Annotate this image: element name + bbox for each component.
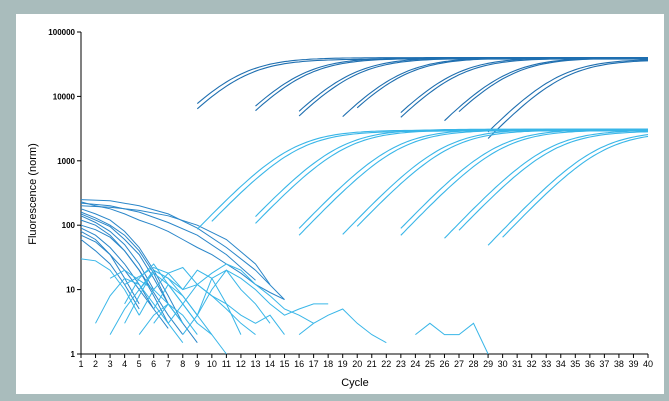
amplification-curve <box>487 60 649 139</box>
x-tick-label: 32 <box>527 359 537 369</box>
y-tick-label: 100000 <box>48 28 75 37</box>
x-tick-label: 2 <box>93 359 98 369</box>
x-tick-label: 33 <box>541 359 551 369</box>
y-tick-label: 1000 <box>57 157 75 166</box>
amplification-curve <box>458 57 648 113</box>
x-tick-label: 26 <box>439 359 449 369</box>
x-tick-label: 24 <box>410 359 420 369</box>
baseline-curve <box>415 322 489 355</box>
baseline-curve <box>80 202 256 281</box>
x-tick-label: 10 <box>207 359 217 369</box>
amplification-curve <box>298 128 648 229</box>
x-tick-label: 37 <box>599 359 609 369</box>
amplification-curve <box>342 57 648 118</box>
x-tick-label: 34 <box>556 359 566 369</box>
x-tick-label: 20 <box>352 359 362 369</box>
baseline-curve <box>138 303 184 335</box>
baseline-curve <box>80 258 140 316</box>
amplification-curve <box>356 57 648 109</box>
x-tick-label: 28 <box>469 359 479 369</box>
x-tick-label: 38 <box>614 359 624 369</box>
x-tick-label: 36 <box>585 359 595 369</box>
baseline-curve <box>124 263 227 355</box>
x-tick-label: 11 <box>222 359 231 369</box>
baseline-curve <box>182 269 329 335</box>
x-tick-label: 31 <box>512 359 522 369</box>
baseline-curve <box>124 266 285 335</box>
fluorescence-chart: 1 2 3 4 5 6 7 8 9 10 11 12 13 14 15 16 17 18 19 20 21 22 23 24 2… <box>27 28 653 389</box>
amplification-curve <box>400 129 648 236</box>
baseline-curve <box>80 208 184 324</box>
amplification-curve <box>342 128 648 235</box>
x-tick-label: 7 <box>166 359 171 369</box>
baseline-curve <box>153 303 198 335</box>
x-tick-label: 16 <box>294 359 304 369</box>
amplification-curve <box>458 131 649 231</box>
baseline-curve <box>80 205 271 285</box>
x-tick-label: 39 <box>628 359 638 369</box>
y-tick-label: 10 <box>66 286 75 295</box>
amplification-curve <box>487 134 649 246</box>
x-tick-label: 14 <box>265 359 275 369</box>
x-tick-label: 21 <box>367 359 377 369</box>
x-tick-label: 19 <box>338 359 348 369</box>
y-tick-label: 100 <box>62 221 76 230</box>
amplification-curve <box>487 59 649 133</box>
chart-frame: 1 2 3 4 5 6 7 8 9 10 11 12 13 14 15 16 17 18 19 20 21 22 23 24 2… <box>16 14 664 394</box>
x-tick-label: 12 <box>236 359 246 369</box>
amplification-curve <box>400 128 649 229</box>
x-tick-label: 27 <box>454 359 464 369</box>
amplification-curve <box>502 135 649 238</box>
x-tick-label: 9 <box>195 359 200 369</box>
y-axis-title: Fluorescence (norm) <box>27 143 39 244</box>
amplification-curve <box>211 130 648 222</box>
amplification-curve <box>196 57 648 105</box>
baseline-curve <box>80 227 155 310</box>
y-tick-label: 1 <box>71 350 76 359</box>
baseline-curve <box>80 215 155 290</box>
x-tick-label: 40 <box>643 359 653 369</box>
x-tick-label: 13 <box>250 359 260 369</box>
x-tick-label: 3 <box>108 359 113 369</box>
x-tick-label: 23 <box>396 359 406 369</box>
x-tick-label: 18 <box>323 359 333 369</box>
x-tick-label: 35 <box>570 359 580 369</box>
amplification-curve <box>444 57 649 122</box>
baseline-curve <box>298 308 387 344</box>
x-tick-label: 22 <box>381 359 391 369</box>
amplification-curve <box>298 57 648 112</box>
x-tick-label: 29 <box>483 359 493 369</box>
curves <box>80 57 649 355</box>
amplification-curve <box>444 130 648 239</box>
x-tick-label: 25 <box>425 359 435 369</box>
baseline-curve <box>80 224 184 335</box>
x-tick-label: 30 <box>498 359 508 369</box>
baseline-curve <box>153 269 271 324</box>
amplification-curve <box>298 129 648 236</box>
axes: 1 2 3 4 5 6 7 8 9 10 11 12 13 14 15 16 17 18 19 20 21 22 23 24 2… <box>48 28 653 369</box>
baseline-curve <box>138 269 213 335</box>
x-tick-label: 6 <box>151 359 156 369</box>
baseline-curve <box>95 277 184 344</box>
x-tick-label: 8 <box>180 359 185 369</box>
y-tick-label: 10000 <box>53 92 76 101</box>
x-axis-title: Cycle <box>341 377 369 389</box>
x-tick-label: 4 <box>122 359 127 369</box>
baseline-curve <box>80 201 285 301</box>
x-tick-label: 5 <box>137 359 142 369</box>
baseline-curve <box>80 239 140 310</box>
x-tick-label: 1 <box>78 359 83 369</box>
x-tick-label: 17 <box>309 359 319 369</box>
x-tick-label: 15 <box>280 359 290 369</box>
baseline-curve <box>167 263 314 324</box>
